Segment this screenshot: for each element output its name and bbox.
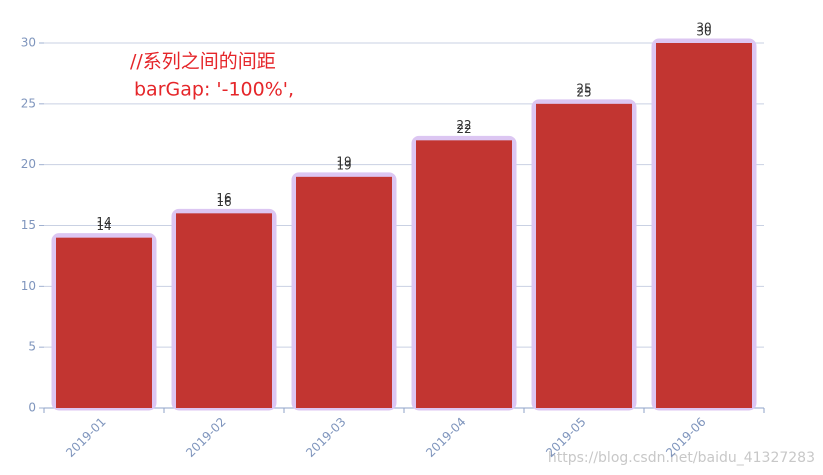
data-label: 16	[216, 195, 231, 209]
data-label: 22	[456, 118, 471, 132]
data-label: 14	[96, 219, 111, 233]
x-tick-label: 2019-02	[183, 415, 228, 460]
data-label: 16	[216, 191, 231, 205]
bar	[56, 237, 152, 408]
data-label: 30	[696, 21, 711, 35]
bar	[296, 176, 392, 408]
x-tick-label: 2019-04	[423, 415, 468, 460]
bar	[656, 43, 752, 408]
data-label: 25	[576, 81, 591, 95]
watermark: https://blog.csdn.net/baidu_41327283	[548, 450, 815, 466]
data-label: 19	[336, 154, 351, 168]
y-tick-label: 0	[28, 401, 36, 415]
y-tick-label: 20	[21, 157, 36, 171]
data-label: 30	[696, 25, 711, 39]
y-tick-label: 10	[21, 279, 36, 293]
y-tick-label: 25	[21, 96, 36, 110]
y-tick-label: 5	[28, 340, 36, 354]
data-label: 19	[336, 158, 351, 172]
data-label: 22	[456, 122, 471, 136]
annotation: //系列之间的间距	[130, 51, 276, 73]
annotation: barGap: '-100%',	[134, 79, 294, 101]
y-tick-label: 15	[21, 218, 36, 232]
x-tick-label: 2019-01	[63, 415, 108, 460]
x-tick-label: 2019-03	[303, 415, 348, 460]
bar	[536, 103, 632, 408]
bar	[416, 140, 512, 409]
y-tick-label: 30	[21, 36, 36, 50]
bar	[176, 213, 272, 408]
data-label: 14	[96, 215, 111, 229]
data-label: 25	[576, 85, 591, 99]
